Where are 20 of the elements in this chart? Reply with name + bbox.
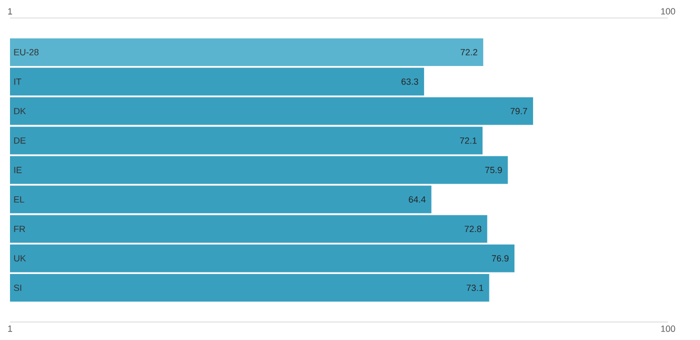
y-tick-label: DE xyxy=(14,137,26,144)
data-label: 72.8 xyxy=(464,226,482,232)
x2-tick-label: 1 xyxy=(8,8,12,14)
y-tick-label: IT xyxy=(14,78,22,85)
data-label: 72.1 xyxy=(460,137,477,144)
y-tick-label: EU-28 xyxy=(14,48,39,56)
data-label: 72.2 xyxy=(460,49,478,56)
y-tick-label: UK xyxy=(14,255,26,262)
y-tick-label: IE xyxy=(14,166,22,174)
data-label: 64.4 xyxy=(408,196,426,203)
data-label: 76.9 xyxy=(492,255,509,262)
data-label: 75.9 xyxy=(485,166,502,174)
data-label: 79.7 xyxy=(510,108,528,114)
x2-tick-label: 100 xyxy=(661,8,676,14)
y-tick-label: DK xyxy=(14,108,26,114)
y-tick-label: SI xyxy=(14,284,22,292)
data-label: 73.1 xyxy=(466,284,484,292)
data-label: 63.3 xyxy=(402,78,418,85)
y-tick-label: FR xyxy=(14,226,26,232)
y-tick-label: EL xyxy=(14,196,24,203)
